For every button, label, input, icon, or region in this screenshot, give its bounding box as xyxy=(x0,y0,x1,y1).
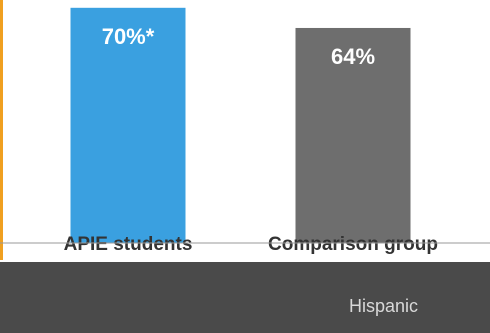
data-label: 70%* xyxy=(102,24,155,49)
data-label: 64% xyxy=(331,44,375,69)
accent-rule xyxy=(0,0,3,260)
bar-chart: 70%* 64% APIE students Comparison group xyxy=(0,7,490,255)
category-label: APIE students xyxy=(64,234,193,255)
group-label: Hispanic xyxy=(348,296,418,316)
group-footer: Hispanic xyxy=(0,262,490,333)
bar-comparison-group xyxy=(295,27,411,244)
category-label: Comparison group xyxy=(268,234,438,255)
bar-apie-students xyxy=(70,7,186,243)
